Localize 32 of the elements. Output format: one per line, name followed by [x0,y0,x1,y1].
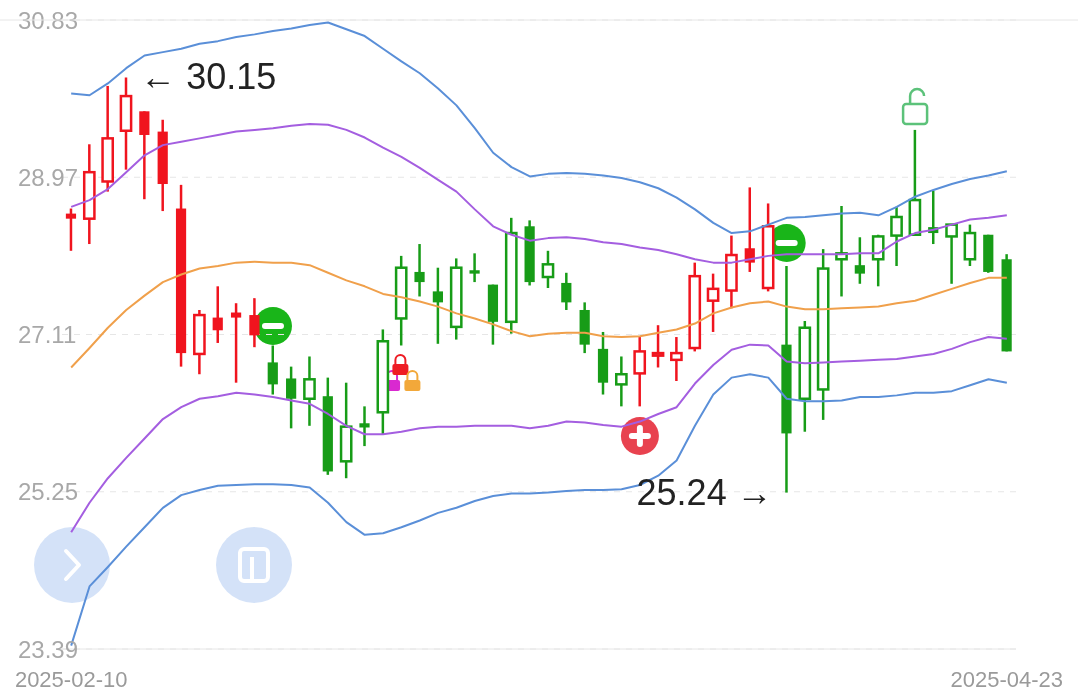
candlestick [359,405,370,448]
candlestick [303,355,316,428]
candlestick [670,335,683,383]
candlestick [230,301,242,384]
candlestick [541,249,555,290]
candlestick [890,205,903,268]
annotation: ← 30.15 [140,56,277,98]
candlestick [249,296,260,349]
y-tick-label: 30.83 [18,6,79,34]
candlestick [615,355,628,408]
y-tick-label: 23.39 [18,635,79,663]
candlestick [414,242,425,298]
candlestick [945,223,958,286]
y-tick-label: 27.11 [18,321,77,348]
candlestick [633,335,647,408]
candlestick [871,233,885,288]
candlestick [432,266,443,346]
x-tick-label: 2025-02-10 [14,667,128,692]
candlestick [65,207,77,253]
y-tick-label: 28.97 [18,163,79,191]
candlestick [139,110,150,201]
candlestick [267,344,278,396]
x-tick-label: 2025-04-23 [950,667,1064,692]
annotation: 25.24 → [636,471,773,513]
candlestick [854,236,865,286]
candlestick [561,271,572,312]
y-tick-label: 25.25 [18,478,79,506]
candlestick [469,252,480,284]
candlestick [651,323,665,369]
candlestick [212,285,223,345]
candlestick [286,365,297,430]
candlestick [706,272,720,334]
